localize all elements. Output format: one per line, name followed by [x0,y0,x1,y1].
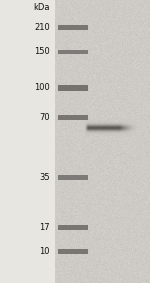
Text: 35: 35 [39,173,50,183]
Text: 10: 10 [39,248,50,256]
Text: 70: 70 [39,113,50,123]
Bar [55,0,150,283]
Text: 210: 210 [34,23,50,33]
Text: 17: 17 [39,224,50,233]
Text: 100: 100 [34,83,50,93]
Text: 150: 150 [34,48,50,57]
Bar [0,0,56,283]
Text: kDa: kDa [33,3,50,12]
